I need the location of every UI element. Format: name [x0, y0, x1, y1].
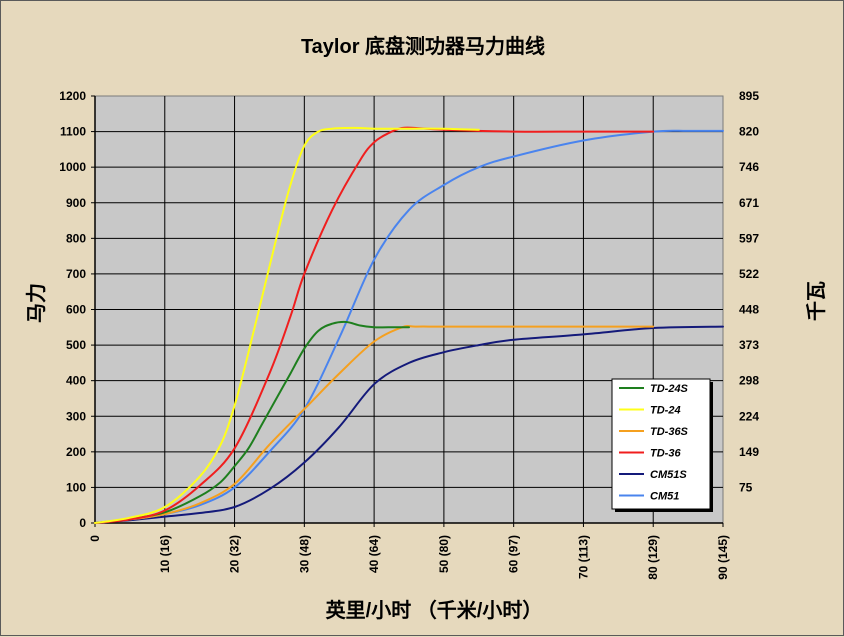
x-tick-label: 0 [88, 535, 102, 542]
series-line-td-24s [94, 320, 410, 524]
series-line-cm51 [94, 129, 724, 524]
y-tick-label: 500 [66, 338, 86, 352]
legend-label: CM51S [650, 469, 687, 481]
x-tick-label: 10 (16) [158, 535, 172, 573]
x-tick-label: 70 (113) [576, 535, 590, 579]
y-tick-label: 700 [66, 267, 86, 281]
x-tick-label: 20 (32) [228, 535, 242, 573]
y-tick-label: 800 [66, 231, 86, 245]
series-line-td-36s [94, 325, 655, 524]
x-tick-label: 30 (48) [297, 535, 311, 573]
legend-label: TD-36S [650, 426, 689, 438]
series-line-cm51s [94, 325, 724, 524]
y-tick-label: 1000 [59, 160, 86, 174]
y-right-tick-label: 671 [739, 196, 759, 210]
y-right-tick-label: 224 [739, 409, 759, 423]
y-tick-label: 200 [66, 445, 86, 459]
y-axis-title-left: 马力 [25, 283, 48, 323]
series-line-td-36 [94, 126, 655, 524]
y-right-tick-label: 298 [739, 374, 759, 388]
chart-title: Taylor 底盘测功器马力曲线 [301, 34, 545, 58]
series-group [94, 126, 724, 524]
legend-label: TD-36 [650, 448, 681, 460]
legend-box [611, 378, 711, 510]
y-tick-label: 300 [66, 409, 86, 423]
x-tick-label: 80 (129) [646, 535, 660, 580]
legend-label: TD-24 [650, 405, 681, 417]
y-right-tick-label: 820 [739, 125, 759, 139]
y-axis-title-right: 千瓦 [805, 281, 828, 321]
axes: 0 100 200 300 400 500 600 700 800 900 1000 1100 1200… [59, 89, 759, 580]
y-tick-label: 400 [66, 374, 86, 388]
grid [95, 96, 723, 523]
legend-label: TD-24S [650, 383, 689, 395]
x-tick-label: 90 (145) [716, 535, 730, 580]
x-tick-label: 40 (64) [367, 535, 381, 573]
y-tick-label: 1100 [60, 125, 86, 139]
y-tick-label: 900 [66, 196, 86, 210]
legend-label: CM51 [650, 491, 679, 503]
y-right-tick-label: 448 [739, 303, 759, 317]
y-tick-label: 600 [66, 303, 86, 317]
x-tick-label: 60 (97) [507, 535, 521, 573]
y-right-tick-label: 597 [739, 231, 759, 245]
y-right-tick-label: 373 [739, 338, 759, 352]
x-axis-title: 英里/小时 （千米/小时） [326, 598, 543, 622]
y-right-tick-label: 746 [739, 160, 759, 174]
x-tick-label: 50 (80) [437, 535, 451, 573]
y-tick-label: 1200 [59, 89, 86, 103]
legend: TD-24S TD-24 TD-36S TD-36 CM51S CM51 [611, 378, 713, 512]
y-right-tick-label: 149 [739, 445, 759, 459]
y-tick-label: 100 [66, 480, 86, 494]
y-right-tick-label: 75 [739, 480, 753, 494]
y-right-tick-label: 522 [739, 267, 759, 281]
y-right-tick-label: 895 [739, 89, 759, 103]
y-tick-label: 0 [79, 516, 86, 530]
series-line-td-24 [94, 126, 480, 524]
